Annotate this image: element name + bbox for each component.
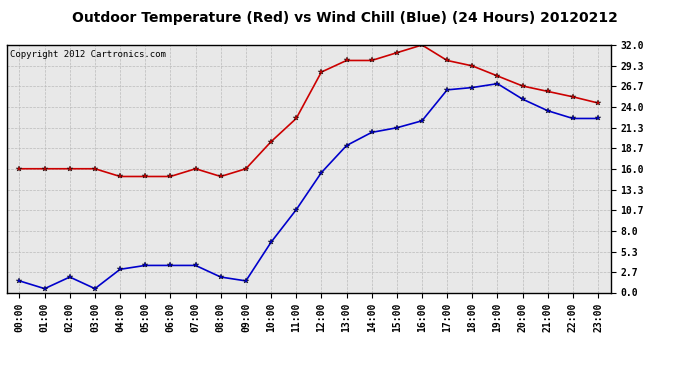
Text: Outdoor Temperature (Red) vs Wind Chill (Blue) (24 Hours) 20120212: Outdoor Temperature (Red) vs Wind Chill … — [72, 11, 618, 25]
Text: Copyright 2012 Cartronics.com: Copyright 2012 Cartronics.com — [10, 50, 166, 59]
